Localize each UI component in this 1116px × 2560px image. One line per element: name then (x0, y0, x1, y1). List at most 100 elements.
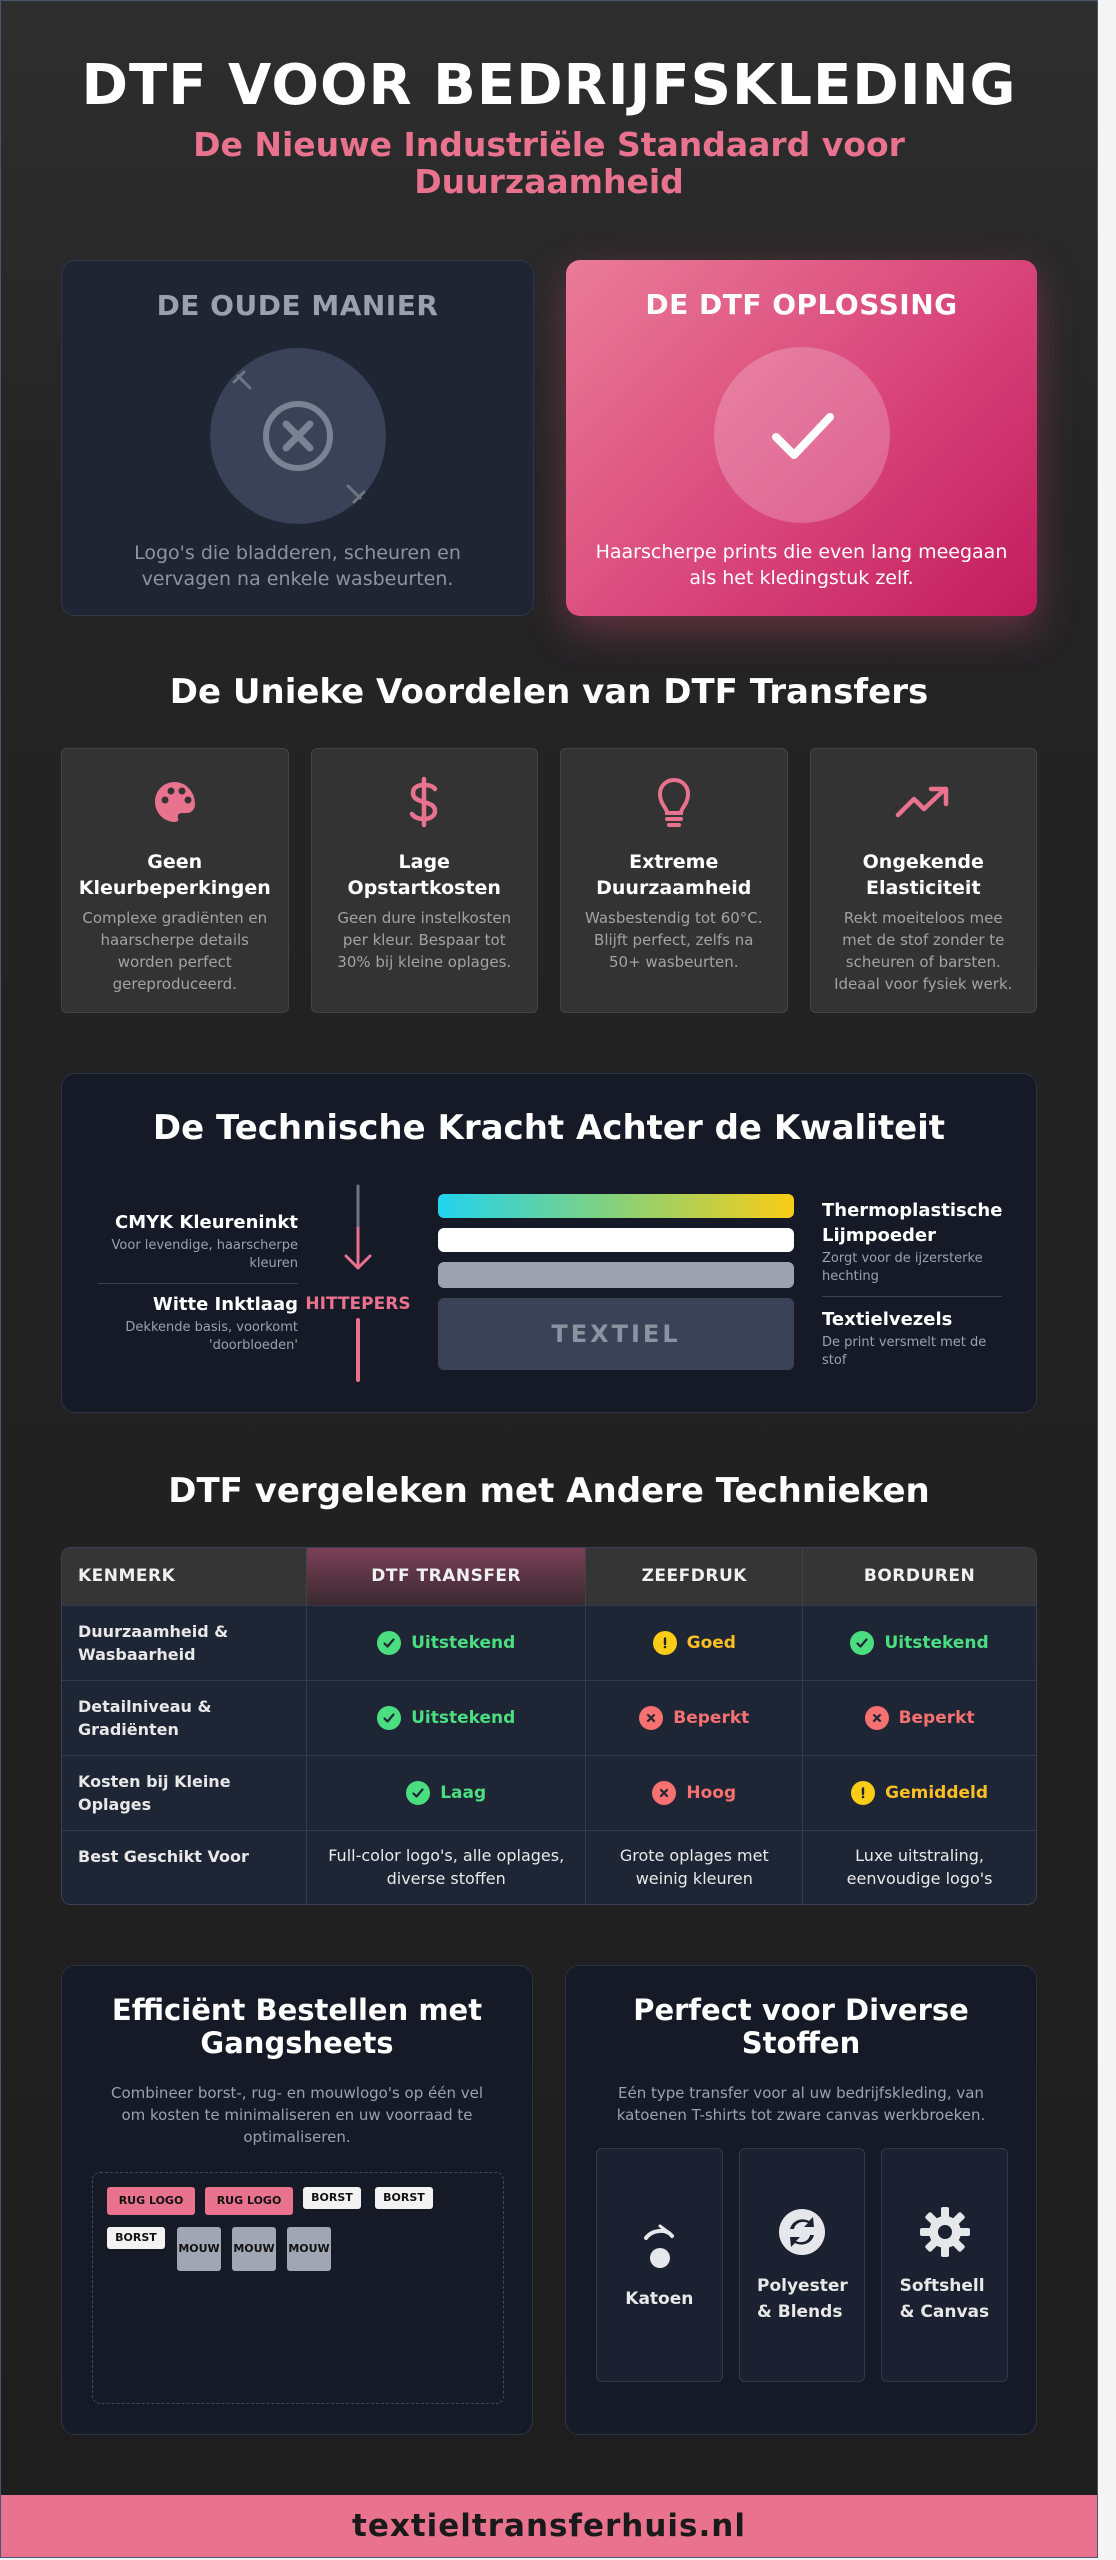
rating-label: Beperkt (898, 1707, 975, 1728)
layer-label-text: De print versmelt met de stof (822, 1334, 987, 1368)
benefit-title: Ongekende Elasticiteit (862, 850, 984, 899)
column-header: KENMERK (62, 1547, 307, 1605)
gangsheet-logo-tag: MOUW (232, 2226, 276, 2271)
gangsheet-card: Efficiënt Bestellen met Gangsheets Combi… (61, 1964, 533, 2435)
layer-label-text: Zorgt voor de ijzersterke hechting (822, 1250, 983, 1284)
x-circle-icon (639, 1705, 664, 1730)
layer-label-title: Witte Inktlaag (152, 1293, 298, 1315)
rating-cell: Hoog (586, 1754, 804, 1830)
rating-label: Laag (440, 1782, 487, 1803)
dollar-icon (410, 776, 438, 828)
best-for-cell: Grote oplages met weinig kleuren (586, 1829, 804, 1904)
fabric-label-text: Softshell & Canvas (899, 2275, 990, 2322)
rating-label: Uitstekend (884, 1632, 989, 1653)
rating-label: Uitstekend (411, 1632, 516, 1653)
gangsheet-logo-tag: BORST (303, 2186, 361, 2209)
table-row: Detailniveau & Gradiënten Uitstekend Bep… (62, 1679, 1036, 1755)
check-circle-icon (377, 1705, 402, 1730)
fabric-label: Katoen (625, 2288, 694, 2309)
exclamation-circle-icon (652, 1630, 677, 1655)
rating-label: Beperkt (673, 1707, 750, 1728)
dtf-solution-title: DE DTF OPLOSSING (645, 287, 958, 321)
checkmark-icon (771, 412, 834, 459)
feature-cell: Kosten bij Kleine Oplages (62, 1754, 307, 1830)
cmyk-ink-layer (438, 1193, 794, 1218)
rating-label: Gemiddeld (885, 1782, 989, 1803)
dtf-solution-card: DE DTF OPLOSSING Haarscherpe prints die … (566, 259, 1037, 616)
rating-cell: Uitstekend (307, 1604, 587, 1680)
technical-title: De Technische Kracht Achter de Kwaliteit (152, 1107, 946, 1148)
benefit-text: Complexe gradiënten en haarscherpe detai… (82, 908, 268, 993)
white-ink-layer (438, 1227, 794, 1252)
trending-up-icon (896, 786, 949, 818)
old-way-text: Logo's die bladderen, scheuren en vervag… (134, 541, 461, 590)
heat-press-label: HITTEPERS (305, 1293, 411, 1314)
dtf-solution-circle (713, 346, 890, 523)
divider (822, 1295, 1002, 1297)
benefit-title: Extreme Duurzaamheid (596, 850, 752, 899)
dtf-solution-text: Haarscherpe prints die even lang meegaan… (595, 540, 1008, 589)
gangsheet-logo-tag: RUG LOGO (107, 2186, 195, 2215)
rating-cell: Beperkt (803, 1679, 1036, 1755)
benefits-grid: Geen Kleurbeperkingen Complexe gradiënte… (61, 747, 1037, 1013)
textile-layer-label: TEXTIEL (551, 1319, 681, 1348)
fabric-item: Katoen (596, 2147, 723, 2382)
benefits-title: De Unieke Voordelen van DTF Transfers (169, 671, 929, 712)
arrow-down-icon (344, 1184, 372, 1382)
divider (98, 1282, 298, 1284)
check-circle-icon (850, 1630, 875, 1655)
table-header-row: KENMERK DTF TRANSFER ZEEFDRUK BORDUREN (62, 1547, 1036, 1605)
column-header: ZEEFDRUK (586, 1547, 804, 1605)
heat-press-indicator: HITTEPERS (302, 1184, 422, 1384)
page-subtitle: De Nieuwe Industriële Standaard voor Duu… (193, 124, 905, 201)
old-way-card: DE OUDE MANIER Logo's die bladderen, sch… (61, 259, 534, 616)
table-row: Best Geschikt Voor Full-color logo's, al… (62, 1829, 1036, 1904)
benefit-text: Rekt moeiteloos mee met de stof zonder t… (834, 908, 1013, 993)
cotton-icon (644, 2224, 675, 2268)
best-for-cell: Full-color logo's, alle oplages, diverse… (307, 1829, 587, 1904)
x-circle-icon (864, 1705, 889, 1730)
column-header: BORDUREN (803, 1547, 1036, 1605)
rating-cell: Uitstekend (307, 1679, 587, 1755)
technical-right-labels: Thermoplastische Lijmpoeder Zorgt voor d… (822, 1198, 1002, 1370)
old-way-title: DE OUDE MANIER (156, 288, 439, 322)
layer-label-text: Dekkende basis, voorkomt 'doorbloeden' (125, 1319, 298, 1353)
gangsheet-title: Efficiënt Bestellen met Gangsheets (111, 1992, 483, 2060)
gangsheet-logo-tag: BORST (107, 2226, 165, 2249)
adhesive-powder-layer (438, 1261, 794, 1288)
fabric-label: Softshell & Canvas (900, 2273, 990, 2325)
best-for-cell: Luxe uitstraling, eenvoudige logo's (803, 1829, 1036, 1904)
old-way-circle (209, 347, 386, 524)
fabric-item: Polyester & Blends (738, 2147, 866, 2382)
gangsheet-logo-tag: RUG LOGO (205, 2186, 293, 2215)
rating-cell: Beperkt (586, 1679, 804, 1755)
technical-section: De Technische Kracht Achter de Kwaliteit… (61, 1072, 1037, 1413)
benefit-card: Extreme Duurzaamheid Wasbestendig tot 60… (560, 747, 788, 1013)
palette-icon (154, 781, 195, 822)
layer-label-title: CMYK Kleureninkt (115, 1211, 298, 1233)
layer-label-title: Textielvezels (822, 1308, 953, 1330)
x-circle-icon (652, 1780, 677, 1805)
exclamation-circle-icon (851, 1780, 876, 1805)
gear-icon (919, 2206, 970, 2257)
recycle-icon (779, 2208, 825, 2255)
feature-cell: Duurzaamheid & Wasbaarheid (62, 1604, 307, 1680)
page-title: DTF VOOR BEDRIJFSKLEDING (81, 53, 1017, 118)
gangsheet-logo-tag: MOUW (287, 2226, 331, 2271)
fabric-item: Softshell & Canvas (881, 2147, 1009, 2382)
column-header: DTF TRANSFER (307, 1547, 587, 1605)
fabrics-title: Perfect voor Diverse Stoffen (633, 1992, 969, 2060)
gangsheet-logo-tag: BORST (375, 2186, 433, 2209)
fabric-list: Katoen Polyester & Blends (596, 2147, 1009, 2382)
textile-layer: TEXTIEL (438, 1297, 794, 1370)
rating-cell: Goed (586, 1604, 804, 1680)
benefit-title: Lage Opstartkosten (347, 850, 501, 899)
bottom-cards: Efficiënt Bestellen met Gangsheets Combi… (61, 1964, 1037, 2435)
check-circle-icon (406, 1780, 431, 1805)
benefit-card: Ongekende Elasticiteit Rekt moeiteloos m… (809, 747, 1037, 1013)
check-circle-icon (377, 1630, 402, 1655)
footer-text[interactable]: textieltransferhuis.nl (352, 2508, 746, 2544)
footer-url[interactable]: textieltransferhuis.nl (1, 2495, 1097, 2557)
rating-cell: Gemiddeld (803, 1754, 1036, 1830)
